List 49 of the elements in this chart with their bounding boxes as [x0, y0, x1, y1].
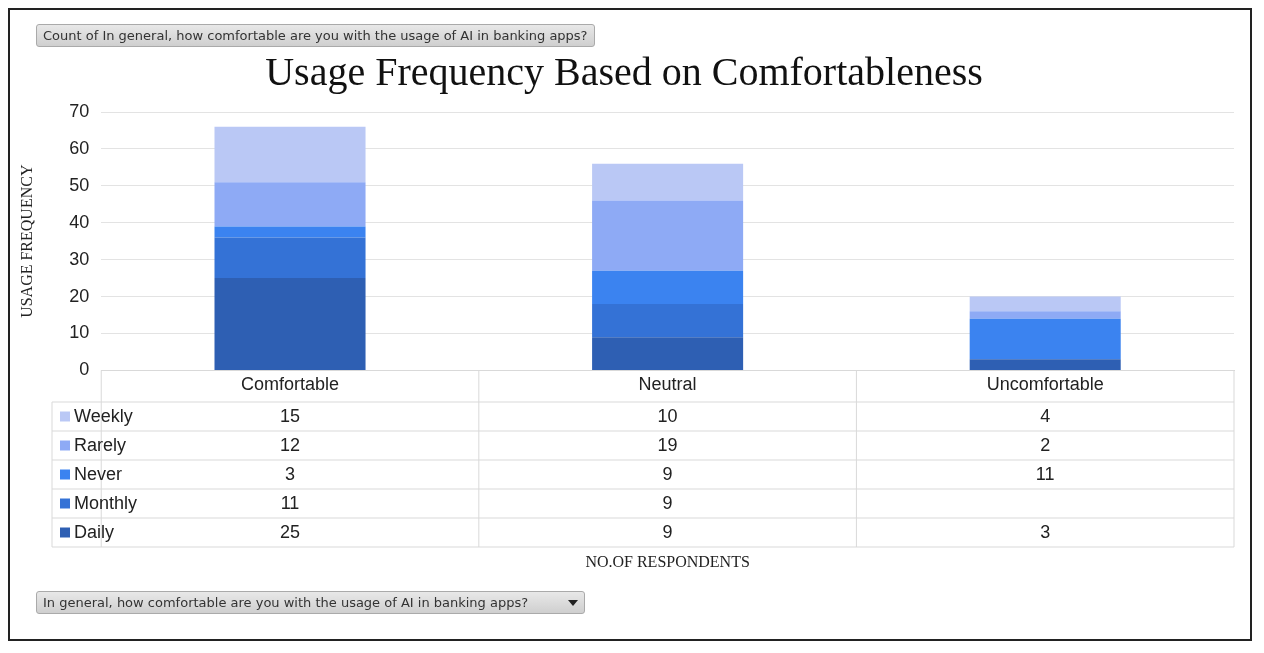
bar: [214, 126, 366, 183]
data-label: 9: [662, 522, 673, 543]
bar: [592, 337, 744, 370]
y-tick-label: 60: [69, 137, 90, 158]
data-label: 12: [280, 435, 301, 456]
data-label: 3: [1040, 522, 1051, 543]
data-label: 4: [1040, 406, 1051, 427]
legend-label: Daily: [74, 522, 115, 543]
data-label: 9: [662, 493, 673, 514]
bar: [214, 278, 366, 370]
bar: [214, 226, 366, 238]
data-label: 19: [657, 435, 678, 456]
y-tick-label: 40: [69, 211, 90, 232]
data-label: 11: [1035, 464, 1055, 485]
data-label: 3: [285, 464, 296, 485]
legend-label: Monthly: [74, 493, 138, 514]
y-tick-label: 20: [69, 285, 90, 306]
bar: [214, 182, 366, 227]
y-tick-label: 30: [69, 248, 90, 269]
text: NO.OF RESPONDENTS: [585, 553, 750, 571]
text: In general, how comfortable are you with the usage of AI in banking apps?: [43, 595, 529, 610]
x-tick-label: Neutral: [638, 374, 697, 395]
y-tick-label: 10: [69, 322, 90, 343]
legend-label: Weekly: [74, 406, 133, 427]
bar: [969, 296, 1121, 312]
bar: [214, 237, 366, 279]
legend-label: Rarely: [74, 435, 127, 456]
bar: [592, 163, 744, 201]
chart-title: Usage Frequency Based on Comfortableness: [265, 48, 983, 94]
y-tick-label: 0: [79, 359, 90, 380]
data-label: 11: [280, 493, 300, 514]
y-axis-title: USAGE FREQUENCY: [17, 164, 35, 318]
bar: [969, 311, 1121, 319]
data-label: 15: [280, 406, 301, 427]
bar: [592, 270, 744, 304]
data-label: 10: [657, 406, 678, 427]
x-tick-label: Uncomfortable: [986, 374, 1104, 395]
y-tick-label: 50: [69, 174, 90, 195]
bar: [592, 200, 744, 271]
data-label: 25: [280, 522, 301, 543]
bar: [969, 359, 1121, 370]
legend-label: Never: [74, 464, 123, 485]
data-label: 9: [662, 464, 673, 485]
bar: [969, 318, 1121, 360]
y-tick-label: 70: [69, 100, 90, 121]
data-label: 2: [1040, 435, 1051, 456]
text: Count of In general, how comfortable are you with the usage of AI in banking apps?: [36, 24, 595, 47]
x-tick-label: Comfortable: [240, 374, 340, 395]
bar: [592, 303, 744, 338]
